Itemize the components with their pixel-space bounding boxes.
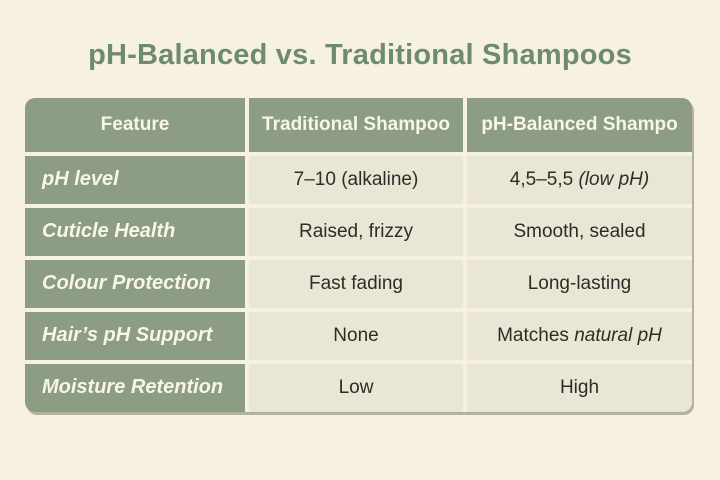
cell-cuticle-health-traditional: Raised, frizzy (249, 207, 463, 256)
cell-colour-protection-balanced: Long-lasting (467, 259, 692, 308)
row-label-hairs-ph-support: Hair’s pH Support (25, 311, 245, 360)
cell-moisture-retention-balanced: High (467, 363, 692, 412)
row-label-cuticle-health: Cuticle Health (25, 207, 245, 256)
cell-colour-protection-traditional: Fast fading (249, 259, 463, 308)
page-title: pH-Balanced vs. Traditional Shampoos (88, 39, 632, 71)
comparison-table-grid: Feature Traditional Shampoo pH-Balanced … (25, 97, 692, 412)
comparison-table: Feature Traditional Shampoo pH-Balanced … (25, 97, 692, 412)
cell-cuticle-health-balanced: Smooth, sealed (467, 207, 692, 256)
cell-hairs-ph-support-traditional: None (249, 311, 463, 360)
header-cell-traditional-shampoo: Traditional Shampoo (249, 97, 463, 152)
header-cell-feature: Feature (25, 97, 245, 152)
cell-ph-level-traditional: 7–10 (alkaline) (249, 155, 463, 204)
header-cell-ph-balanced-shampoo: pH-Balanced Shampo (467, 97, 692, 152)
row-label-colour-protection: Colour Protection (25, 259, 245, 308)
row-label-ph-level: pH level (25, 155, 245, 204)
row-label-moisture-retention: Moisture Retention (25, 363, 245, 412)
cell-ph-level-balanced: 4,5–5,5 (low pH) (467, 155, 692, 204)
cell-hairs-ph-support-balanced: Matches natural pH (467, 311, 692, 360)
cell-moisture-retention-traditional: Low (249, 363, 463, 412)
